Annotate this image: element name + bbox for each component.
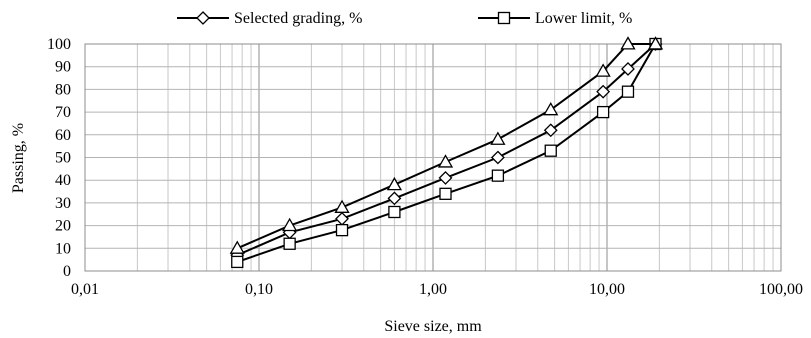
- square-marker: [231, 255, 244, 269]
- y-tick-label: 90: [55, 59, 71, 76]
- y-tick-label: 60: [55, 127, 71, 144]
- grid-lines: [84, 43, 782, 272]
- square-marker: [544, 144, 557, 157]
- series-line: [236, 43, 657, 263]
- y-tick-label: 50: [55, 150, 71, 167]
- x-tick-labels: 0,01 0,10 1,00 10,00 100,00: [71, 281, 803, 298]
- triangle-marker: [647, 36, 664, 50]
- diamond-marker: [596, 84, 611, 99]
- series-line: [236, 43, 657, 257]
- x-axis-label: Sieve size, mm: [384, 318, 482, 335]
- y-tick-label: 40: [55, 172, 71, 189]
- y-tick-labels: 0 10 20 30 40 50 60 70 80 90 100: [47, 36, 71, 280]
- square-marker: [335, 223, 349, 237]
- legend-label: Selected grading, %: [234, 10, 362, 27]
- plot-axes: [84, 43, 782, 272]
- y-tick-label: 20: [55, 218, 71, 235]
- square-marker: [388, 205, 401, 219]
- y-tick-label: 30: [55, 195, 71, 212]
- series-square: [231, 37, 662, 269]
- diamond-marker: [490, 150, 505, 165]
- diamond-marker: [196, 11, 210, 25]
- diamond-marker: [438, 171, 453, 185]
- legend-item: Lower limit, %: [478, 10, 632, 27]
- series-group: [229, 36, 664, 269]
- y-axis-label: Passing, %: [10, 123, 27, 193]
- triangle-marker: [282, 217, 298, 232]
- triangle-marker: [543, 102, 559, 116]
- square-marker: [621, 85, 635, 98]
- square-marker: [491, 169, 505, 182]
- legend-label: Lower limit, %: [535, 10, 632, 27]
- triangle-marker: [229, 240, 245, 254]
- y-tick-label: 10: [55, 240, 71, 257]
- x-tick-label: 0,10: [245, 281, 273, 298]
- triangle-marker: [620, 36, 636, 50]
- diamond-marker: [543, 123, 558, 138]
- y-tick-label: 80: [55, 81, 71, 98]
- square-marker: [439, 187, 452, 200]
- diamond-marker: [621, 62, 635, 76]
- y-tick-label: 0: [63, 263, 71, 280]
- square-marker: [497, 11, 511, 25]
- triangle-marker: [490, 131, 506, 145]
- plot-frame: [84, 43, 782, 272]
- legend-item: Selected grading, %: [177, 10, 362, 27]
- x-tick-label: 1,00: [419, 281, 447, 298]
- x-tick-label: 100,00: [759, 281, 803, 298]
- legend: Selected grading, % Lower limit, %: [177, 10, 632, 27]
- diamond-marker: [387, 191, 402, 206]
- square-marker: [283, 237, 296, 250]
- x-tick-label: 10,00: [589, 281, 625, 298]
- triangle-marker: [386, 176, 403, 191]
- y-tick-label: 100: [47, 36, 71, 53]
- square-marker: [596, 105, 610, 119]
- x-tick-label: 0,01: [71, 281, 99, 298]
- series-line: [236, 43, 656, 250]
- triangle-marker: [334, 199, 350, 213]
- series-triangle: [229, 36, 664, 254]
- diamond-marker: [335, 211, 349, 226]
- series-diamond: [230, 37, 663, 263]
- triangle-marker: [595, 63, 611, 77]
- y-tick-label: 70: [55, 104, 71, 121]
- triangle-marker: [437, 154, 454, 168]
